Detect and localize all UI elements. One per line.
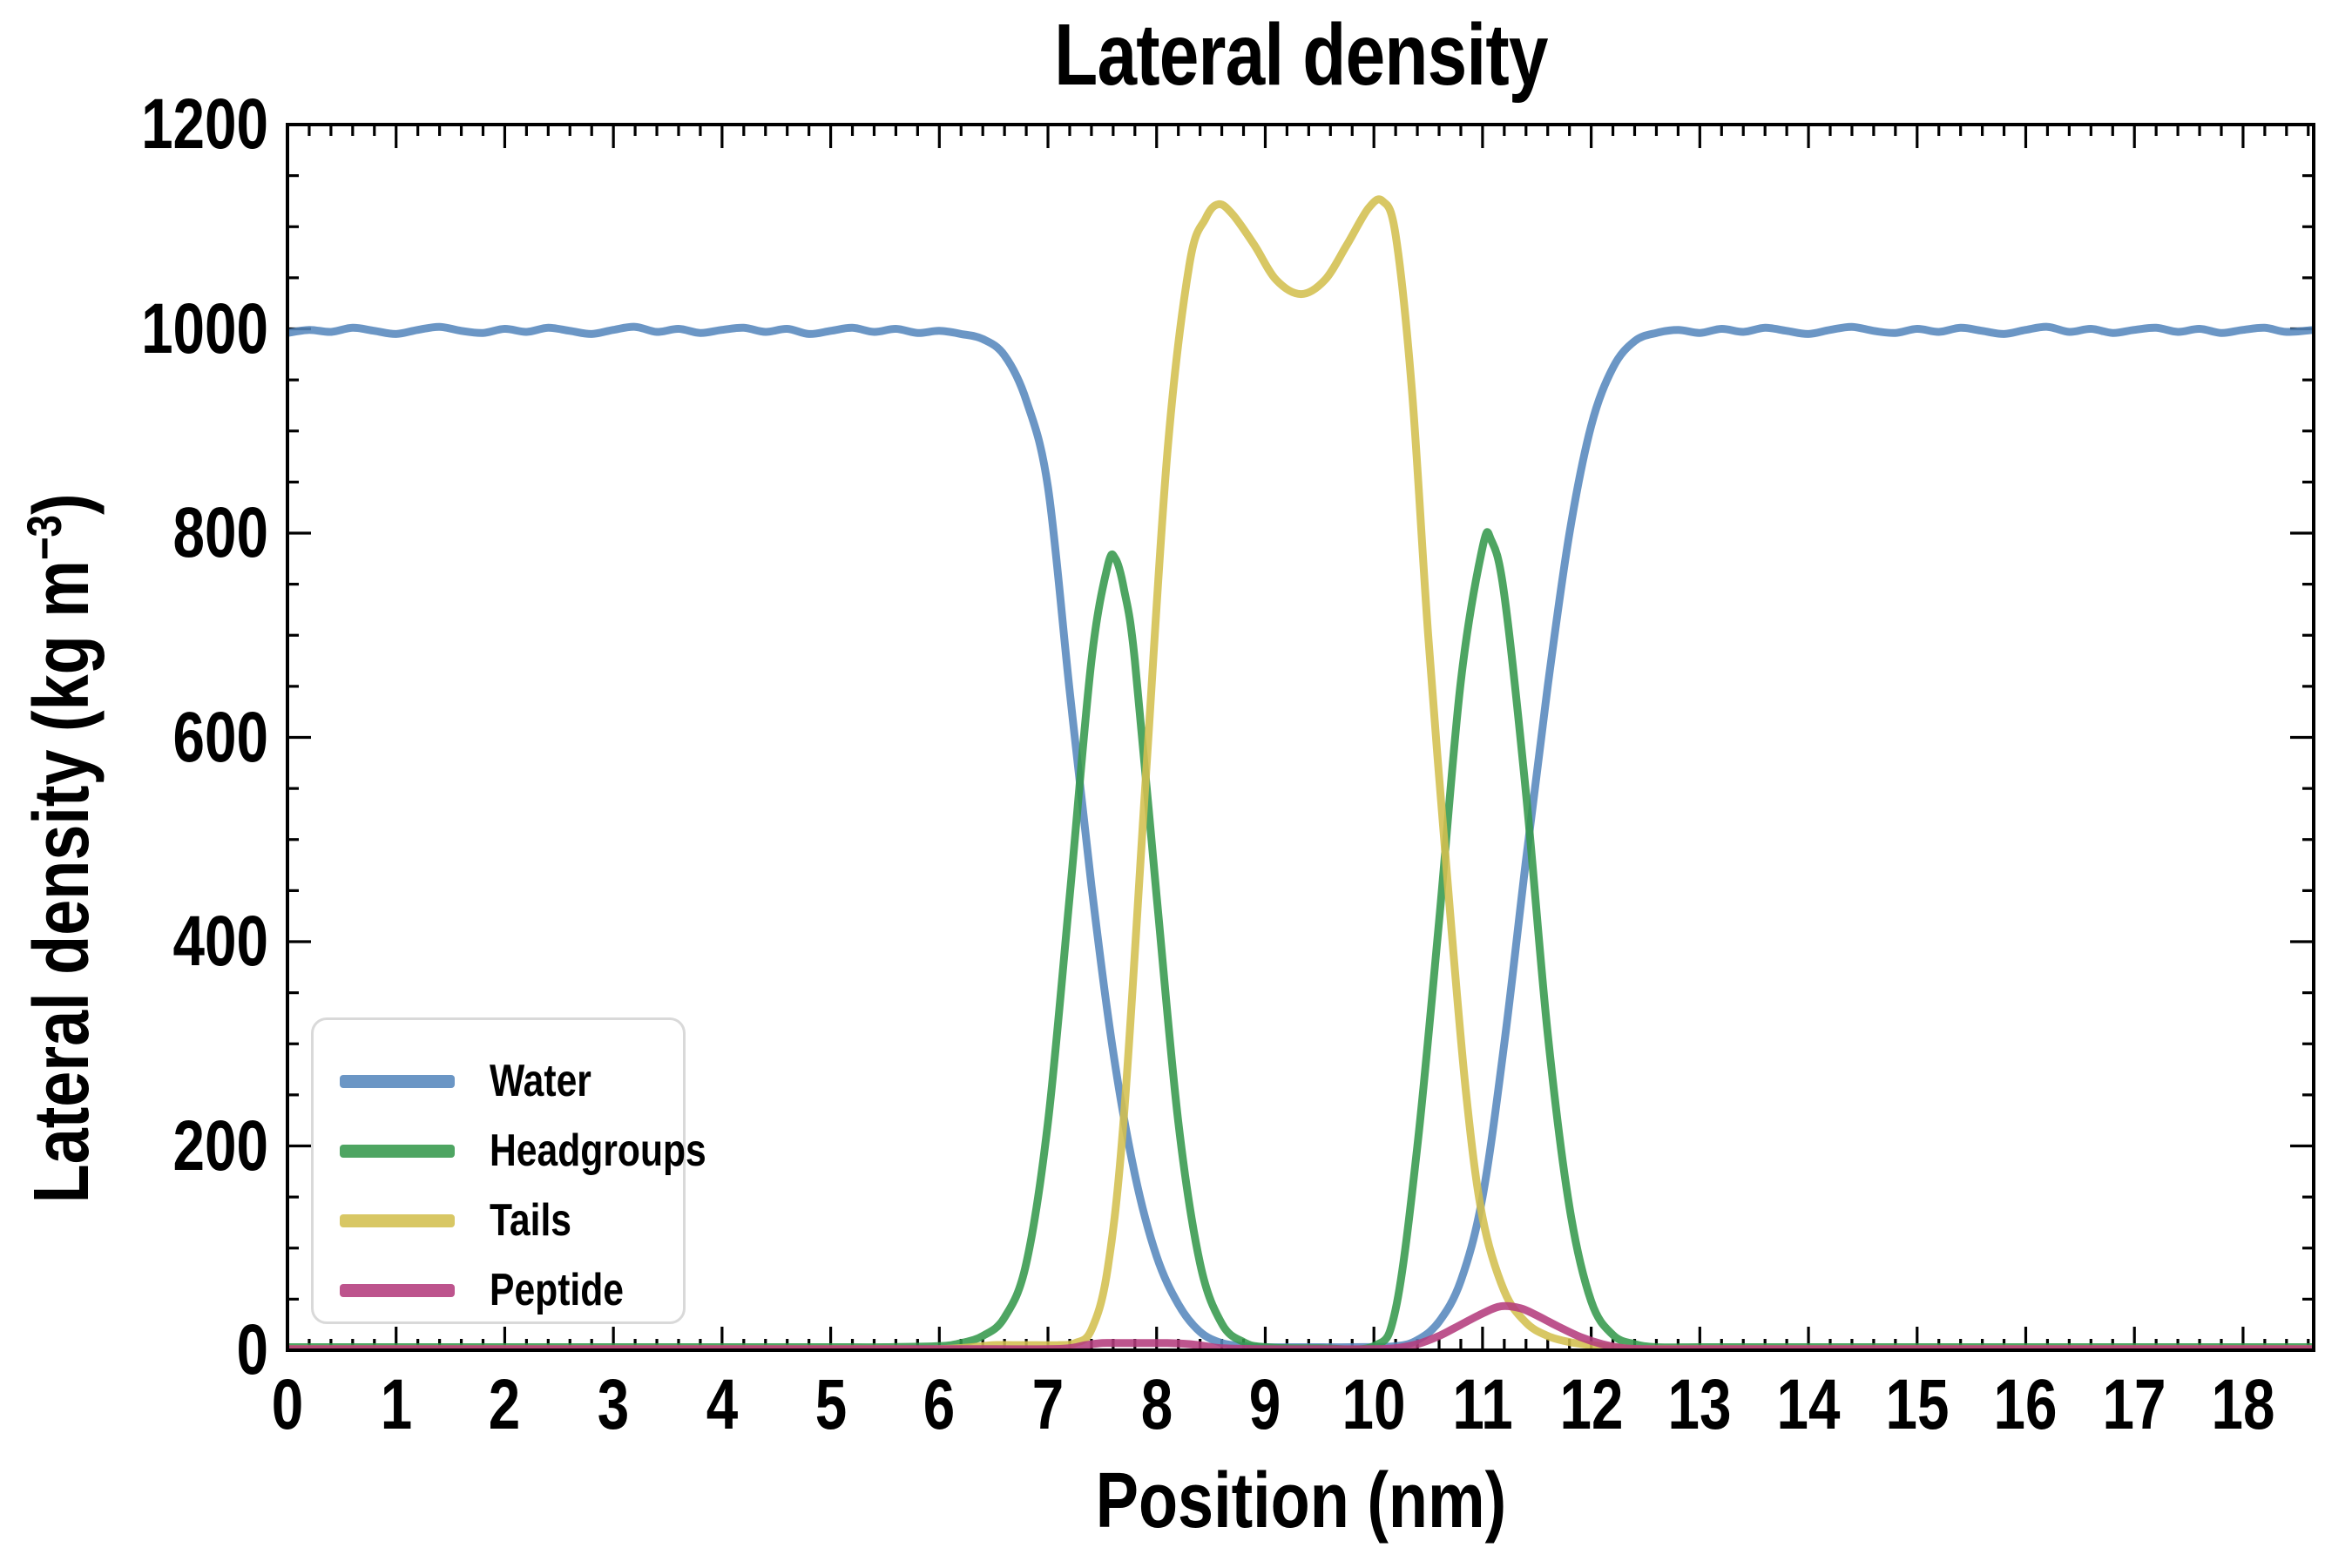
x-tick-label: 12 — [1559, 1365, 1624, 1444]
legend-label-tails: Tails — [490, 1195, 572, 1246]
x-tick-label: 7 — [1031, 1365, 1064, 1444]
y-tick-label: 800 — [172, 493, 268, 572]
x-tick-label: 0 — [271, 1365, 304, 1444]
x-tick-label: 5 — [814, 1365, 847, 1444]
x-tick-label: 4 — [706, 1365, 739, 1444]
legend: Water Headgroups Tails Peptide — [311, 1017, 706, 1324]
y-tick-label: 1200 — [141, 84, 268, 164]
x-tick-label: 2 — [489, 1365, 521, 1444]
water-line-swatch — [340, 1074, 455, 1088]
legend-label-water: Water — [490, 1056, 591, 1106]
x-tick-label: 15 — [1885, 1365, 1950, 1444]
peptide-line-swatch — [340, 1283, 455, 1297]
y-tick-label: 0 — [236, 1310, 268, 1389]
legend-row-peptide: Peptide — [340, 1259, 683, 1321]
x-tick-label: 17 — [2102, 1365, 2166, 1444]
legend-label-peptide: Peptide — [490, 1265, 625, 1315]
headgroups-line-swatch — [340, 1144, 455, 1158]
y-tick-label: 400 — [172, 902, 268, 981]
legend-row-headgroups: Headgroups — [340, 1119, 706, 1182]
x-tick-label: 14 — [1776, 1365, 1841, 1444]
x-tick-label: 16 — [1993, 1365, 2058, 1444]
y-tick-label: 1000 — [141, 288, 268, 368]
x-tick-label: 13 — [1667, 1365, 1732, 1444]
x-tick-label: 10 — [1342, 1365, 1406, 1444]
x-axis-label: Position (nm) — [1095, 1457, 1506, 1544]
x-tick-label: 6 — [923, 1365, 956, 1444]
x-tick-label: 9 — [1249, 1365, 1281, 1444]
axes-frame — [286, 123, 2315, 1352]
y-tick-label: 200 — [172, 1105, 268, 1186]
x-tick-label: 3 — [597, 1365, 630, 1444]
legend-row-water: Water — [340, 1050, 683, 1112]
chart-title: Lateral density — [1053, 6, 1548, 104]
x-tick-label: 18 — [2211, 1365, 2275, 1444]
x-tick-label: 11 — [1452, 1365, 1513, 1444]
legend-label-headgroups: Headgroups — [490, 1125, 706, 1176]
legend-row-tails: Tails — [340, 1189, 683, 1252]
x-tick-label: 1 — [380, 1365, 412, 1444]
tails-line-swatch — [340, 1213, 455, 1227]
y-tick-label: 600 — [172, 697, 268, 777]
x-tick-label: 8 — [1140, 1365, 1173, 1444]
